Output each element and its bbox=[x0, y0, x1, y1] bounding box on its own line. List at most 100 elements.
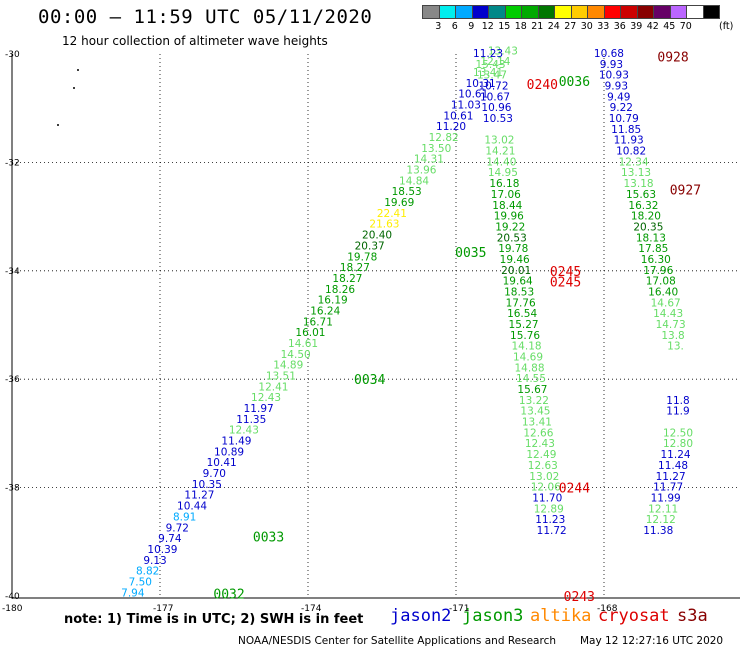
wave-height-cryosat: 12.66 bbox=[523, 427, 553, 439]
legend-jason3: jason3 bbox=[462, 606, 524, 626]
wave-height-jason3: 13.43 bbox=[488, 45, 518, 57]
wave-height-cryosat: 19.96 bbox=[494, 211, 524, 223]
wave-height-s3a: 18.13 bbox=[636, 232, 666, 244]
wave-height-cryosat: 11.23 bbox=[535, 514, 565, 526]
wave-height-jason3: 9.74 bbox=[158, 533, 182, 545]
colorbar-swatch bbox=[702, 5, 720, 19]
wave-height-jason3: 10.31 bbox=[466, 78, 496, 90]
wave-height-jason3: 12.43 bbox=[251, 392, 281, 404]
y-tick-label: -40 bbox=[5, 592, 20, 602]
wave-height-jason3: 14.89 bbox=[273, 360, 303, 372]
time-label: 0033 bbox=[253, 530, 284, 545]
wave-height-s3a: 13. bbox=[667, 341, 684, 353]
wave-height-jason3: 10.44 bbox=[177, 501, 207, 513]
wave-height-jason3: 22.41 bbox=[377, 208, 407, 220]
wave-height-cryosat: 14.21 bbox=[485, 146, 515, 158]
wave-height-cryosat: 13.02 bbox=[529, 471, 559, 483]
wave-height-jason3: 16.19 bbox=[318, 295, 348, 307]
wave-height-jason3: 11.27 bbox=[184, 490, 214, 502]
x-tick-label: -177 bbox=[153, 604, 173, 614]
wave-height-jason3: 14.31 bbox=[414, 154, 444, 166]
wave-height-cryosat: 10.67 bbox=[480, 91, 510, 103]
wave-height-cryosat: 20.53 bbox=[497, 232, 527, 244]
wave-height-s3a: 10.68 bbox=[594, 48, 624, 60]
colorbar-tick-label: 39 bbox=[630, 21, 643, 32]
wave-height-cryosat: 16.54 bbox=[507, 308, 537, 320]
wave-height-jason3: 18.27 bbox=[332, 273, 362, 285]
colorbar-tick-label: 24 bbox=[547, 21, 560, 32]
wave-height-jason3: 10.41 bbox=[207, 457, 237, 469]
wave-height-cryosat: 12.06 bbox=[531, 482, 561, 494]
wave-height-jason3: 19.78 bbox=[347, 251, 377, 263]
wave-height-cryosat: 11.72 bbox=[537, 525, 567, 537]
wave-height-jason3: 20.37 bbox=[355, 240, 385, 252]
time-label: 0035 bbox=[455, 246, 486, 261]
colorbar-tick-label: 18 bbox=[514, 21, 527, 32]
wave-height-s3a: 16.40 bbox=[648, 286, 678, 298]
wave-height-s3a: 13.13 bbox=[621, 167, 651, 179]
time-label: 0240 bbox=[527, 78, 558, 93]
wave-height-s3a: 11.93 bbox=[614, 135, 644, 147]
wave-height-cryosat: 20.01 bbox=[501, 265, 531, 277]
chart-title: 00:00 – 11:59 UTC 05/11/2020 bbox=[38, 6, 373, 28]
wave-height-s3a: 11.48 bbox=[658, 460, 688, 472]
wave-height-jason3: 16.01 bbox=[295, 327, 325, 339]
wave-height-s3a: 10.82 bbox=[616, 146, 646, 158]
colorbar-ticks: 3 6 9 12 15 18 21 24 27 30 33 36 39 42 45 70 bbox=[422, 21, 694, 32]
chart-subtitle: 12 hour collection of altimeter wave hei… bbox=[62, 34, 328, 48]
wave-height-s3a: 16.30 bbox=[641, 254, 671, 266]
wave-height-jason3: 21.63 bbox=[369, 219, 399, 231]
wave-height-cryosat: 13.41 bbox=[522, 417, 552, 429]
wave-height-s3a: 13.8 bbox=[661, 330, 684, 342]
colorbar-tick-label: 30 bbox=[580, 21, 593, 32]
time-label: 0243 bbox=[564, 590, 595, 605]
time-label: 0036 bbox=[559, 75, 590, 90]
time-label: 0928 bbox=[657, 51, 688, 66]
wave-height-cryosat: 10.53 bbox=[483, 113, 513, 125]
wave-height-jason3: 8.91 bbox=[173, 511, 196, 523]
y-tick-label: -30 bbox=[5, 50, 20, 60]
wave-height-jason3: 14.84 bbox=[399, 175, 429, 187]
wave-height-jason3: 18.53 bbox=[392, 186, 422, 198]
x-tick-label: -168 bbox=[597, 604, 618, 614]
colorbar-unit: (ft) bbox=[719, 21, 734, 32]
wave-height-cryosat: 14.18 bbox=[512, 341, 542, 353]
wave-height-cryosat: 15.76 bbox=[510, 330, 540, 342]
wave-height-s3a: 14.43 bbox=[653, 308, 683, 320]
colorbar-tick-label: 15 bbox=[498, 21, 511, 32]
y-tick-label: -36 bbox=[5, 375, 20, 385]
wave-height-cryosat: 17.06 bbox=[491, 189, 521, 201]
legend-s3a: s3a bbox=[677, 606, 708, 626]
island-dot bbox=[57, 124, 59, 126]
footer-note: note: 1) Time is in UTC; 2) SWH is in fe… bbox=[64, 612, 364, 627]
wave-height-s3a: 20.35 bbox=[633, 221, 663, 233]
wave-height-s3a: 9.93 bbox=[600, 59, 623, 71]
wave-height-cryosat: 14.69 bbox=[513, 352, 543, 364]
wave-height-jason3: 16.24 bbox=[310, 305, 340, 317]
wave-height-jason3: 10.61 bbox=[443, 110, 473, 122]
colorbar-tick-label: 36 bbox=[613, 21, 626, 32]
wave-height-jason3: 13.96 bbox=[406, 165, 436, 177]
wave-height-cryosat: 13.45 bbox=[520, 406, 550, 418]
wave-height-s3a: 14.73 bbox=[656, 319, 686, 331]
colorbar-tick-label: 12 bbox=[481, 21, 494, 32]
wave-height-jason3: 7.50 bbox=[129, 576, 152, 588]
wave-height-s3a: 18.20 bbox=[631, 211, 661, 223]
wave-height-cryosat: 12.43 bbox=[525, 438, 555, 450]
wave-height-cryosat: 19.22 bbox=[495, 221, 525, 233]
wave-height-jason3: 11.20 bbox=[436, 121, 466, 133]
wave-height-cryosat: 14.40 bbox=[486, 156, 516, 168]
x-tick-label: -180 bbox=[2, 604, 23, 614]
wave-height-jason3: 14.50 bbox=[281, 349, 311, 361]
wave-height-s3a: 11.85 bbox=[611, 124, 641, 136]
wave-height-cryosat: 14.55 bbox=[516, 373, 546, 385]
wave-height-jason3: 10.39 bbox=[147, 544, 177, 556]
wave-height-jason3: 14.61 bbox=[288, 338, 318, 350]
wave-height-cryosat: 19.64 bbox=[503, 276, 533, 288]
time-label: 0245 bbox=[550, 265, 581, 280]
wave-height-jason3: 12.82 bbox=[429, 132, 459, 144]
wave-height-cryosat: 10.96 bbox=[481, 102, 511, 114]
wave-height-jason3: 7.94 bbox=[121, 587, 145, 599]
colorbar-tick-label: 70 bbox=[679, 21, 692, 32]
